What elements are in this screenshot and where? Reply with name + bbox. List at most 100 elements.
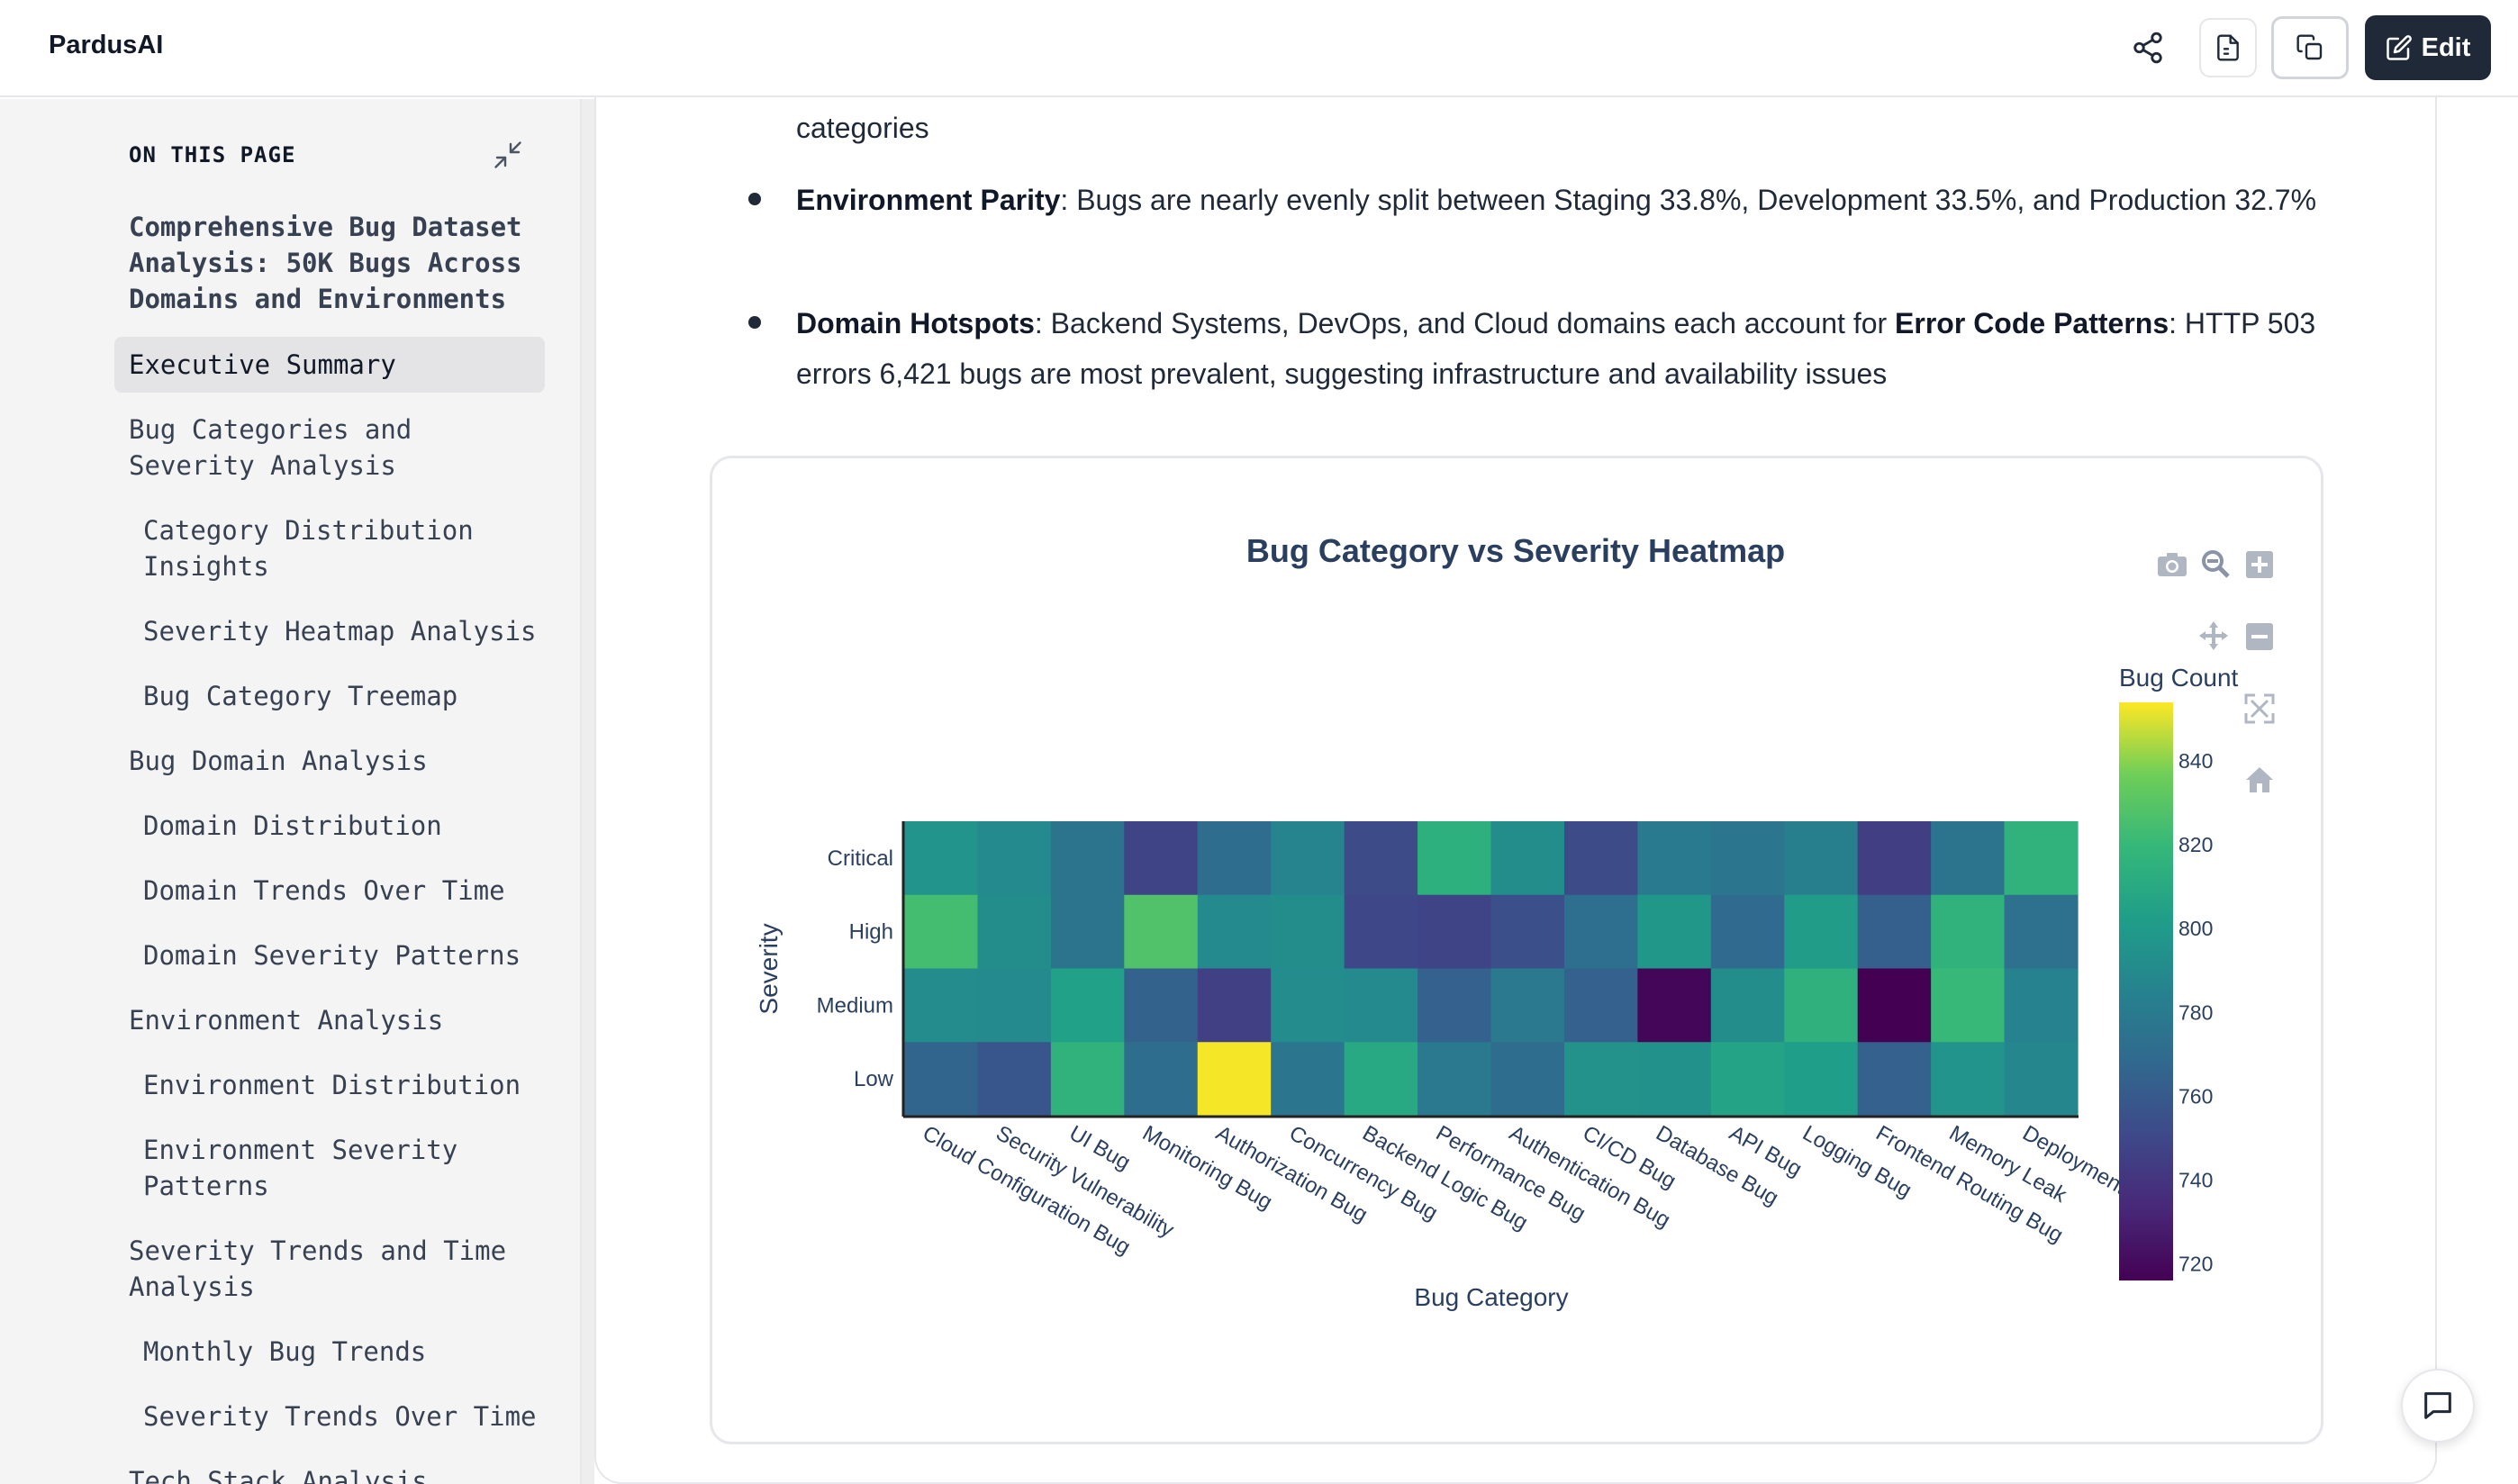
heatmap-cell	[904, 821, 979, 896]
x-tick-label: Database Bug	[1652, 1121, 1782, 1210]
toc-item-domain-analysis[interactable]: Bug Domain Analysis	[129, 746, 428, 776]
toc-item-bug-treemap[interactable]: Bug Category Treemap	[143, 681, 458, 711]
heatmap-cell	[1050, 821, 1125, 896]
heatmap-cell	[904, 894, 979, 970]
toc-item-environment-distribution[interactable]: Environment Distribution	[143, 1070, 521, 1100]
heatmap-cell	[2004, 821, 2079, 896]
toc-item-tech-stack[interactable]: Tech Stack Analysis	[129, 1466, 428, 1484]
heatmap-cell	[1197, 968, 1272, 1043]
heatmap-cell	[1344, 1042, 1418, 1117]
heatmap-cell	[977, 821, 1052, 896]
heatmap-cells	[904, 821, 2079, 1117]
colorbar-tick-label: 820	[2178, 833, 2213, 856]
document-button[interactable]	[2199, 18, 2257, 77]
table-of-contents: ON THIS PAGE Comprehensive Bug Dataset A…	[0, 99, 582, 1484]
colorbar-title: Bug Count	[2119, 664, 2239, 692]
edit-label: Edit	[2421, 32, 2471, 62]
heatmap-cell	[1637, 968, 1712, 1043]
copy-button[interactable]	[2271, 16, 2349, 79]
heatmap-cell	[1490, 894, 1565, 970]
heatmap-cell	[1563, 1042, 1638, 1117]
modebar	[2158, 550, 2275, 792]
toc-header: ON THIS PAGE	[129, 142, 296, 167]
heatmap-cell	[1050, 1042, 1125, 1117]
heatmap-cell	[904, 1042, 979, 1117]
heatmap-cell	[1857, 1042, 1932, 1117]
toc-item-domain-trends[interactable]: Domain Trends Over Time	[143, 875, 505, 906]
bullet-environment-parity: Environment Parity: Bugs are nearly even…	[796, 175, 2327, 225]
bullet-text: : Backend Systems, DevOps, and Cloud dom…	[1034, 307, 1896, 339]
x-axis-title: Bug Category	[1414, 1283, 1568, 1311]
bullet-lead: Environment Parity	[796, 184, 1061, 216]
copy-icon	[2296, 34, 2323, 60]
toc-item-severity-trends[interactable]: Severity Trends and Time Analysis	[129, 1235, 507, 1302]
heatmap-cell	[1197, 821, 1272, 896]
heatmap-cell	[1197, 1042, 1272, 1117]
collapse-toc-button[interactable]	[492, 139, 524, 171]
heatmap-cell	[1931, 821, 2006, 896]
heatmap-cell	[1418, 894, 1492, 970]
heatmap-cell	[1710, 821, 1785, 896]
toc-item-domain-severity[interactable]: Domain Severity Patterns	[143, 940, 521, 971]
edit-button[interactable]: Edit	[2365, 15, 2491, 80]
heatmap-cell	[904, 968, 979, 1043]
bullet-domain-hotspots: Domain Hotspots: Backend Systems, DevOps…	[796, 298, 2327, 399]
colorbar	[2119, 702, 2173, 1280]
heatmap-chart[interactable]: Bug Category vs Severity Heatmap Critica…	[710, 456, 2323, 1444]
heatmap-cell	[1271, 894, 1345, 970]
colorbar-tick-label: 780	[2178, 1000, 2213, 1024]
heatmap-cell	[1490, 1042, 1565, 1117]
heatmap-cell	[1931, 894, 2006, 970]
bullet-text-secondary: : HTTP 503 errors 6,421 bugs are most pr…	[796, 307, 2316, 390]
toc-document-title[interactable]: Comprehensive Bug Dataset Analysis: 50K …	[129, 212, 522, 314]
chat-icon	[2424, 1392, 2451, 1419]
share-button[interactable]	[2120, 22, 2176, 74]
toc-item-executive-summary[interactable]: Executive Summary	[114, 337, 545, 393]
bullet-marker	[748, 316, 761, 329]
bullet-lead: Domain Hotspots	[796, 307, 1035, 339]
toc-item-monthly-trends[interactable]: Monthly Bug Trends	[143, 1336, 427, 1367]
heatmap-cell	[1710, 894, 1785, 970]
toc-item-environment-analysis[interactable]: Environment Analysis	[129, 1005, 444, 1036]
collapse-icon	[494, 141, 521, 168]
y-tick-label: Medium	[817, 993, 893, 1018]
zoom-in-icon[interactable]	[2246, 551, 2273, 578]
heatmap-cell	[1418, 968, 1492, 1043]
heatmap-cell	[1931, 968, 2006, 1043]
bullet-lead-secondary: Error Code Patterns	[1895, 307, 2169, 339]
heatmap-cell	[1637, 894, 1712, 970]
pan-icon[interactable]	[2199, 621, 2228, 650]
zoom-icon[interactable]	[2202, 550, 2230, 578]
bullet-marker	[748, 193, 761, 205]
colorbar-tick-label: 840	[2178, 749, 2213, 773]
camera-icon[interactable]	[2158, 553, 2187, 576]
heatmap-cell	[977, 968, 1052, 1043]
heatmap-cell	[2004, 1042, 2079, 1117]
autoscale-icon[interactable]	[2244, 693, 2275, 724]
toc-item-domain-distribution[interactable]: Domain Distribution	[143, 810, 442, 841]
heatmap-cell	[1344, 968, 1418, 1043]
heatmap-cell	[1124, 968, 1199, 1043]
zoom-out-icon[interactable]	[2246, 623, 2273, 650]
toc-item-severity-heatmap[interactable]: Severity Heatmap Analysis	[143, 616, 537, 647]
heatmap-cell	[1784, 821, 1859, 896]
heatmap-cell	[1637, 1042, 1712, 1117]
heatmap-cell	[2004, 894, 2079, 970]
toc-item-category-distribution[interactable]: Category Distribution Insights	[143, 515, 474, 582]
toc-item-bug-categories[interactable]: Bug Categories and Severity Analysis	[129, 414, 412, 481]
app-title[interactable]: PardusAI	[49, 31, 164, 59]
heatmap-cell	[1418, 821, 1492, 896]
heatmap-cell	[1710, 968, 1785, 1043]
document-icon	[2217, 34, 2239, 61]
toc-item-environment-severity[interactable]: Environment Severity Patterns	[143, 1135, 458, 1201]
edit-icon	[2386, 35, 2412, 60]
sidebar-scrollbar[interactable]	[582, 99, 594, 1484]
share-icon	[2133, 32, 2162, 64]
colorbar-tick-label: 800	[2178, 917, 2213, 940]
colorbar-tick-label: 740	[2178, 1168, 2213, 1191]
reset-axes-icon[interactable]	[2246, 767, 2273, 792]
colorbar-tick-label: 720	[2178, 1252, 2213, 1275]
toc-item-severity-over-time[interactable]: Severity Trends Over Time	[143, 1401, 537, 1432]
chat-button[interactable]	[2401, 1369, 2475, 1443]
heatmap-cell	[1637, 821, 1712, 896]
